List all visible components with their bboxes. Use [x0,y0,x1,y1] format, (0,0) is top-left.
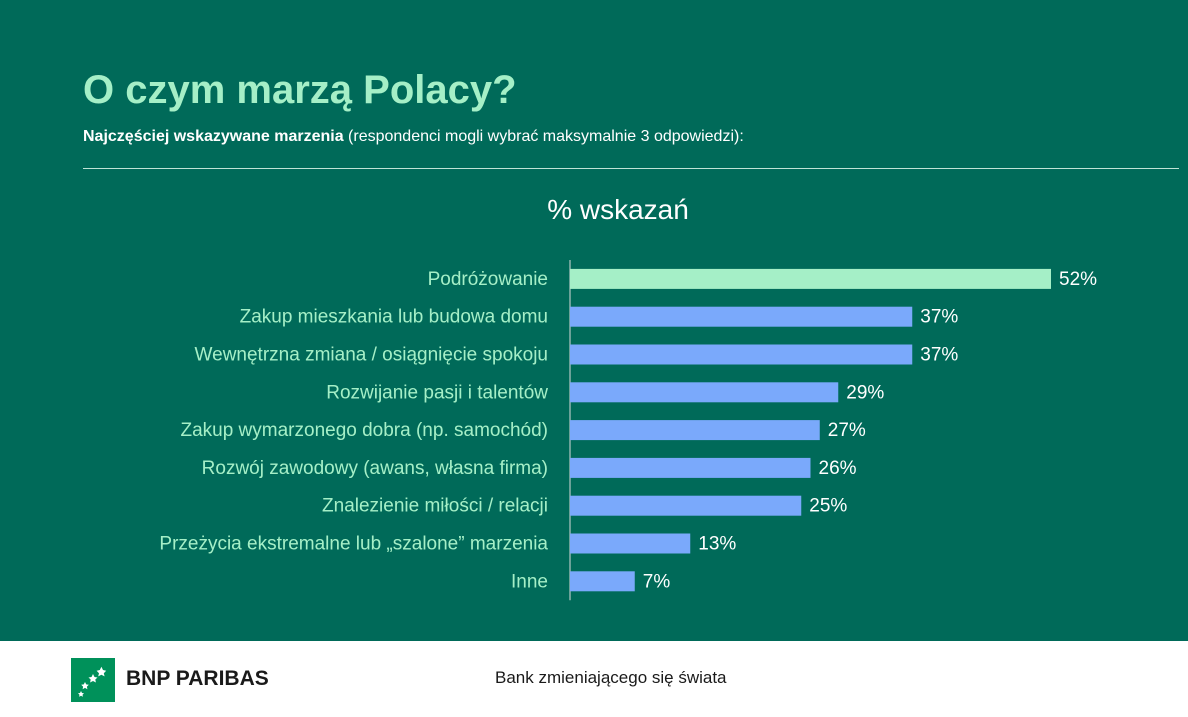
subtitle-rest: (respondenci mogli wybrać maksymalnie 3 … [343,128,744,145]
chart-title: % wskazań [547,194,689,225]
bar [570,306,913,327]
bar [570,571,635,592]
subtitle-bold: Najczęściej wskazywane marzenia [83,128,344,145]
category-label: Podróżowanie [428,269,548,290]
bar-chart: Podróżowanie 52% Zakup mieszkania lub budo… [159,260,1097,601]
data-label: 27% [828,420,866,441]
data-label: 25% [809,496,847,517]
data-label: 7% [643,571,671,592]
data-label: 52% [1059,269,1097,290]
bar [570,533,691,554]
data-label: 13% [698,534,736,555]
data-label: 37% [920,307,958,328]
data-label: 37% [920,345,958,366]
category-label: Inne [511,571,548,592]
tagline: Bank zmieniającego się świata [495,668,727,687]
bar [570,495,802,516]
subtitle: Najczęściej wskazywane marzenia (respond… [83,128,744,146]
category-label: Przeżycia ekstremalne lub „szalone” marz… [159,534,548,555]
category-label: Rozwój zawodowy (awans, własna firma) [202,458,548,479]
category-label: Zakup wymarzonego dobra (np. samochód) [180,420,548,441]
bar [570,344,913,365]
divider [83,168,1179,169]
footer: BNP PARIBAS Bank zmieniającego się świat… [0,641,1188,717]
stars-logo-icon [71,658,115,702]
category-label: Zakup mieszkania lub budowa domu [240,307,548,328]
brand-name: BNP PARIBAS [126,667,269,690]
data-label: 29% [846,382,884,403]
data-label: 26% [819,458,857,479]
category-label: Wewnętrzna zmiana / osiągnięcie spokoju [195,345,548,366]
category-label: Znalezienie miłości / relacji [322,496,548,517]
page-title: O czym marzą Polacy? [83,68,517,112]
bar [570,382,839,403]
category-label: Rozwijanie pasji i talentów [326,382,548,403]
bar [570,268,1051,289]
bar [570,457,811,478]
bar [570,420,820,441]
